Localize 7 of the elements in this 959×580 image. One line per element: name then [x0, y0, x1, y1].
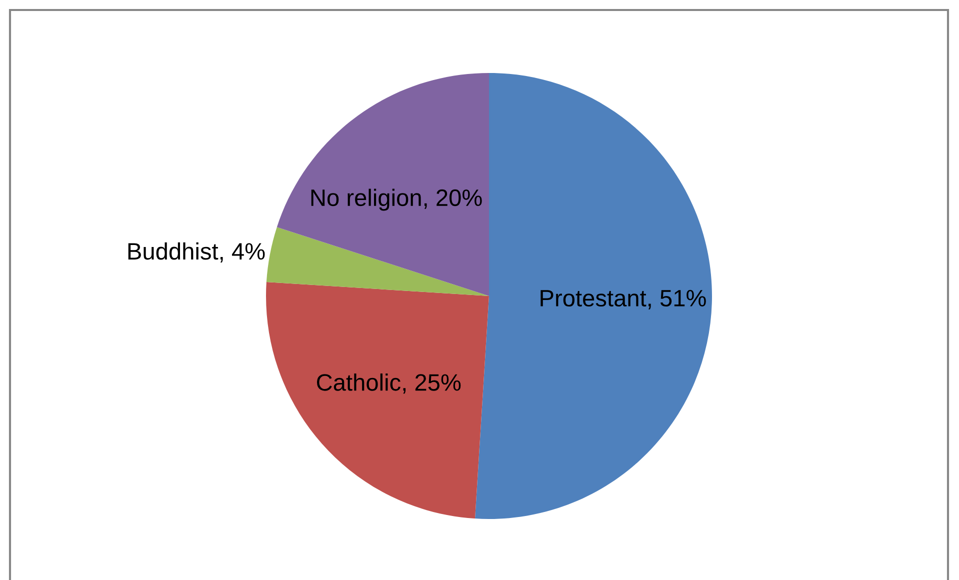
pie-slice [266, 227, 489, 296]
pie-slice [276, 73, 489, 296]
slice-label: Buddhist, 4% [128, 242, 265, 263]
slice-label: No religion, 20% [311, 188, 482, 211]
slice-label: Protestant, 51% [540, 290, 706, 310]
slice-label: Catholic, 25% [317, 373, 461, 394]
pie-slice [266, 282, 489, 519]
